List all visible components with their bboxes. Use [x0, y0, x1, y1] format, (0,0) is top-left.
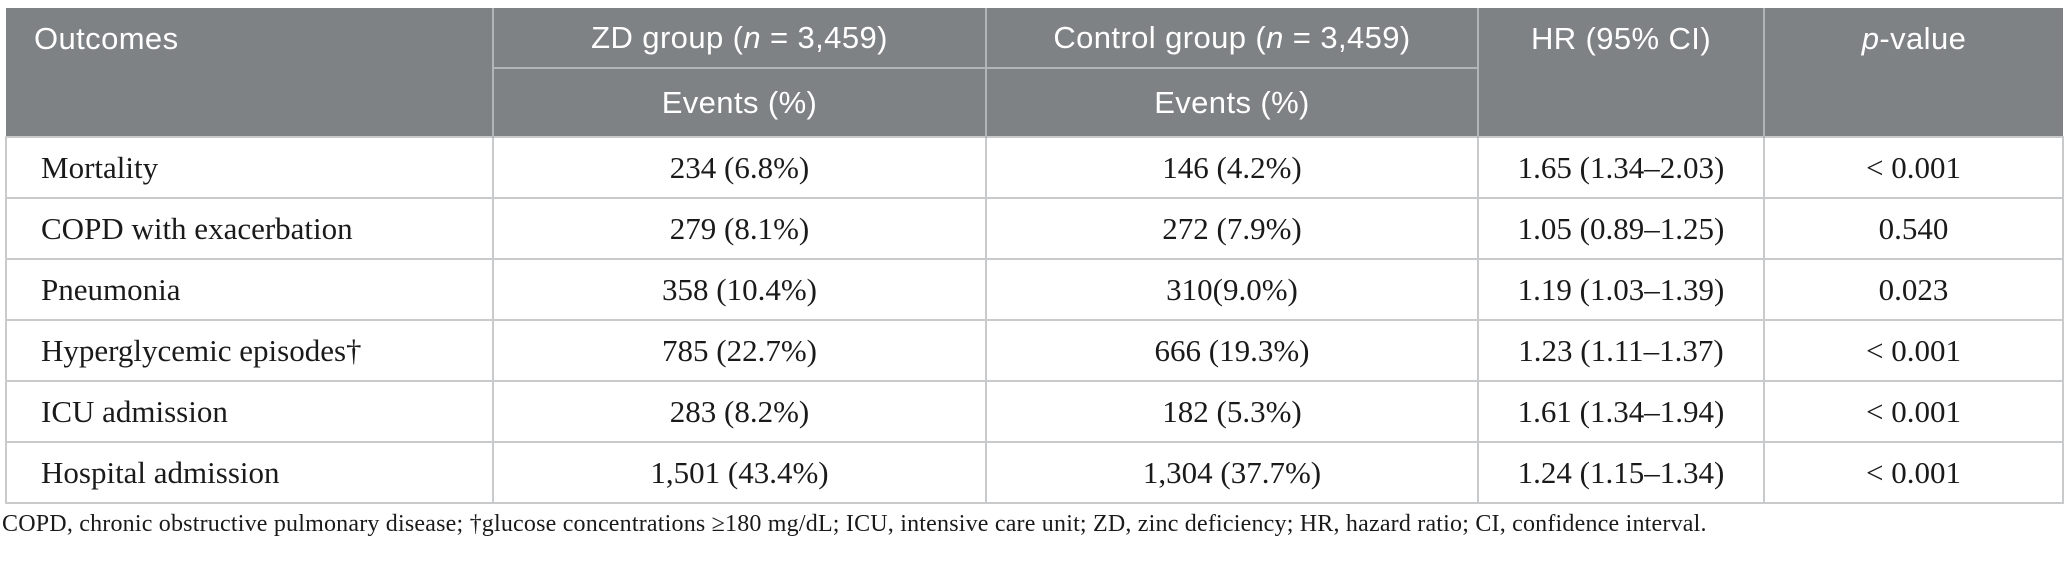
zd-events-cell: 279 (8.1%) — [492, 197, 987, 260]
zd-group-label-prefix: ZD group ( — [591, 19, 744, 55]
outcome-cell: Mortality — [5, 136, 494, 199]
zd-group-n: n — [743, 19, 761, 55]
hr-cell: 1.61 (1.34–1.94) — [1477, 380, 1765, 443]
p-value-cell: 0.540 — [1763, 197, 2064, 260]
p-value-cell: < 0.001 — [1763, 136, 2064, 199]
table-row: Pneumonia 358 (10.4%) 310(9.0%) 1.19 (1.… — [5, 258, 2064, 321]
header-p-value-label: p -value — [1765, 8, 2063, 69]
table-body: Mortality 234 (6.8%) 146 (4.2%) 1.65 (1.… — [5, 136, 2064, 504]
table-header: Outcomes ZD group (n = 3,459) Control gr… — [6, 8, 2063, 137]
zd-events-cell: 358 (10.4%) — [492, 258, 987, 321]
outcome-cell: Hyperglycemic episodes† — [5, 319, 494, 382]
outcome-cell: Hospital admission — [5, 441, 494, 504]
control-events-cell: 272 (7.9%) — [985, 197, 1479, 260]
zd-events-cell: 234 (6.8%) — [492, 136, 987, 199]
control-events-cell: 666 (19.3%) — [985, 319, 1479, 382]
control-group-label-suffix: = 3,459) — [1283, 19, 1411, 55]
p-value-suffix: -value — [1879, 20, 1967, 56]
p-value-cell: < 0.001 — [1763, 441, 2064, 504]
header-control-group: Control group (n = 3,459) — [985, 8, 1478, 69]
table-row: Hospital admission 1,501 (43.4%) 1,304 (… — [5, 441, 2064, 504]
header-hr-ci: HR (95% CI) — [1477, 8, 1764, 137]
hr-cell: 1.23 (1.11–1.37) — [1477, 319, 1765, 382]
control-events-cell: 146 (4.2%) — [985, 136, 1479, 199]
hr-cell: 1.05 (0.89–1.25) — [1477, 197, 1765, 260]
hr-cell: 1.24 (1.15–1.34) — [1477, 441, 1765, 504]
p-value-cell: 0.023 — [1763, 258, 2064, 321]
header-p-value: p -value — [1763, 8, 2063, 137]
p-value-cell: < 0.001 — [1763, 319, 2064, 382]
control-events-cell: 310(9.0%) — [985, 258, 1479, 321]
outcome-cell: Pneumonia — [5, 258, 494, 321]
zd-group-label-suffix: = 3,459) — [761, 19, 888, 55]
control-events-cell: 182 (5.3%) — [985, 380, 1479, 443]
outcome-cell: COPD with exacerbation — [5, 197, 494, 260]
header-zd-group: ZD group (n = 3,459) — [492, 8, 986, 69]
header-control-events: Events (%) — [985, 68, 1478, 137]
hr-cell: 1.65 (1.34–2.03) — [1477, 136, 1765, 199]
p-value-p: p — [1861, 20, 1880, 56]
header-outcomes-label: Outcomes — [34, 20, 179, 56]
hr-cell: 1.19 (1.03–1.39) — [1477, 258, 1765, 321]
zd-events-cell: 283 (8.2%) — [492, 380, 987, 443]
header-row-groups: Outcomes ZD group (n = 3,459) Control gr… — [6, 8, 2063, 137]
table-row: Hyperglycemic episodes† 785 (22.7%) 666 … — [5, 319, 2064, 382]
header-hr-label: HR (95% CI) — [1530, 20, 1712, 56]
zd-events-cell: 1,501 (43.4%) — [492, 441, 987, 504]
outcomes-table: Outcomes ZD group (n = 3,459) Control gr… — [5, 8, 2064, 504]
p-value-cell: < 0.001 — [1763, 380, 2064, 443]
table-row: ICU admission 283 (8.2%) 182 (5.3%) 1.61… — [5, 380, 2064, 443]
control-events-cell: 1,304 (37.7%) — [985, 441, 1479, 504]
table-row: Mortality 234 (6.8%) 146 (4.2%) 1.65 (1.… — [5, 136, 2064, 199]
header-row-subcolumns: Events (%) Events (%) — [6, 68, 2063, 137]
outcome-cell: ICU admission — [5, 380, 494, 443]
table-row: COPD with exacerbation 279 (8.1%) 272 (7… — [5, 197, 2064, 260]
control-group-label-prefix: Control group ( — [1053, 19, 1267, 55]
control-group-n: n — [1266, 19, 1284, 55]
table-footnote: COPD, chronic obstructive pulmonary dise… — [2, 511, 1707, 537]
header-outcomes: Outcomes — [6, 8, 493, 137]
zd-events-cell: 785 (22.7%) — [492, 319, 987, 382]
header-zd-events: Events (%) — [492, 68, 986, 137]
